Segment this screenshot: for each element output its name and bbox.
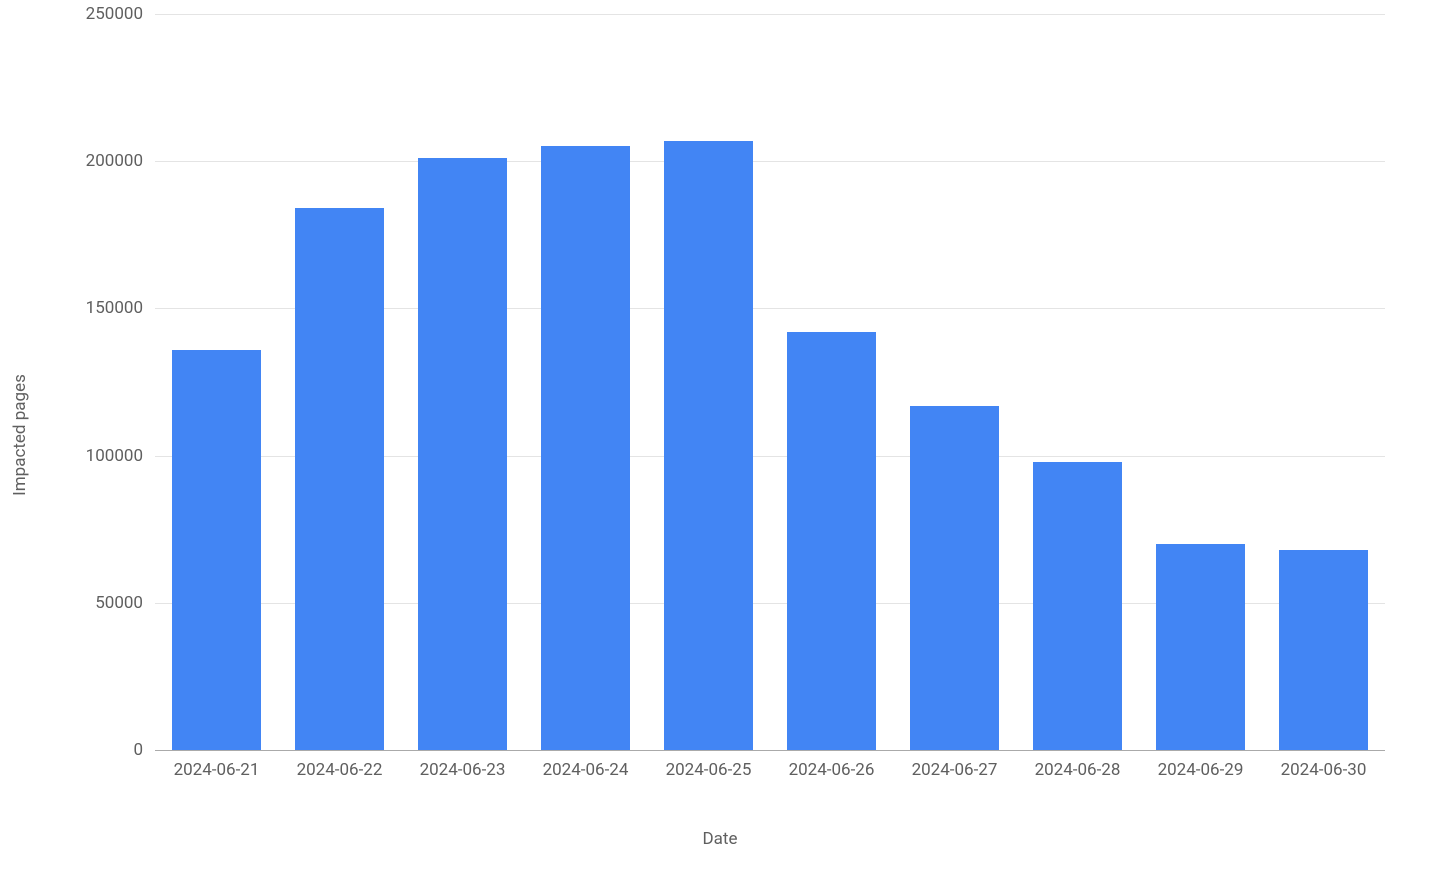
y-tick-label: 200000 <box>86 151 155 171</box>
bar <box>1279 550 1369 750</box>
bars <box>155 14 1385 750</box>
bar <box>541 146 631 750</box>
x-tick-label: 2024-06-24 <box>543 750 629 780</box>
x-tick-label: 2024-06-28 <box>1035 750 1121 780</box>
bar <box>787 332 877 750</box>
bar <box>295 208 385 750</box>
y-tick-label: 50000 <box>95 593 155 613</box>
bar <box>664 141 754 750</box>
bar <box>418 158 508 750</box>
bar <box>172 350 262 750</box>
x-axis-title: Date <box>703 829 738 849</box>
y-tick-label: 0 <box>133 740 155 760</box>
x-tick-label: 2024-06-25 <box>666 750 752 780</box>
bar <box>910 406 1000 750</box>
x-tick-label: 2024-06-22 <box>297 750 383 780</box>
x-tick-label: 2024-06-26 <box>789 750 875 780</box>
y-axis-title: Impacted pages <box>10 374 30 496</box>
y-tick-label: 150000 <box>86 298 155 318</box>
x-tick-label: 2024-06-30 <box>1281 750 1367 780</box>
bar <box>1033 462 1123 751</box>
bar <box>1156 544 1246 750</box>
y-tick-label: 100000 <box>86 446 155 466</box>
x-tick-label: 2024-06-29 <box>1158 750 1244 780</box>
bar-chart: Impacted pages Date 05000010000015000020… <box>0 0 1440 869</box>
x-tick-label: 2024-06-21 <box>174 750 260 780</box>
x-tick-label: 2024-06-27 <box>912 750 998 780</box>
y-tick-label: 250000 <box>86 4 155 24</box>
x-tick-label: 2024-06-23 <box>420 750 506 780</box>
plot-area: 0500001000001500002000002500002024-06-21… <box>155 14 1385 750</box>
